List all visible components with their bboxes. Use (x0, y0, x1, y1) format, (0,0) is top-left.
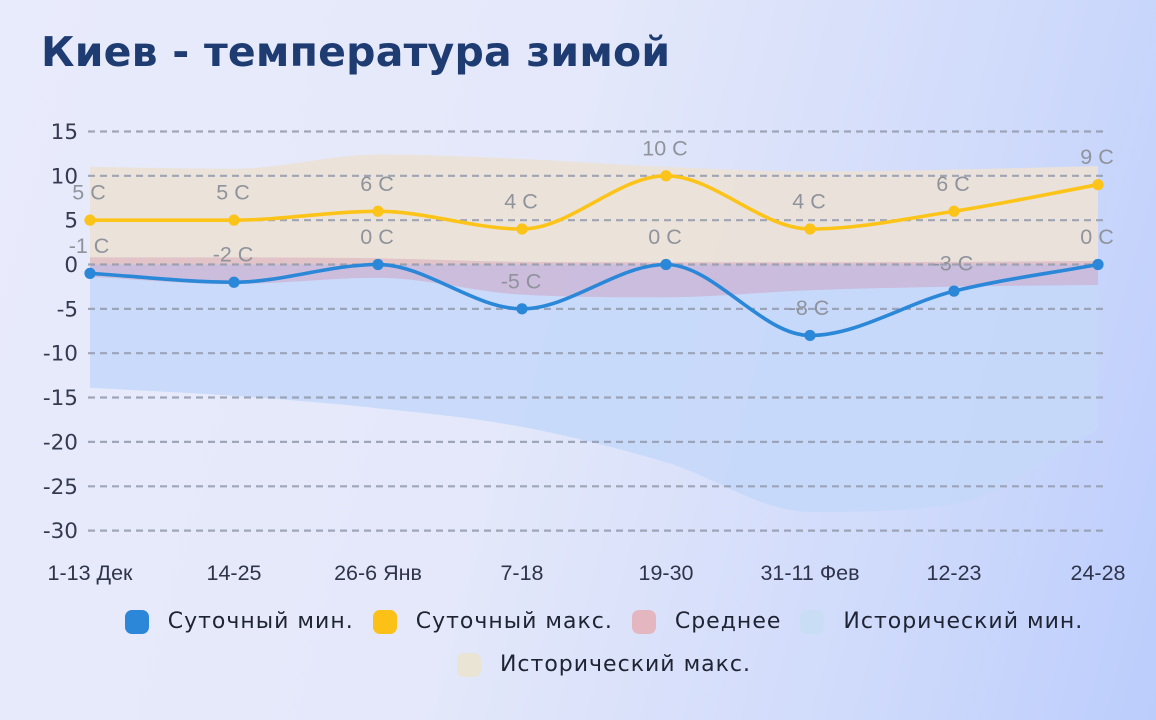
daily_min-point-label-2: 0 C (360, 225, 393, 249)
legend-item-исторический-макс-[interactable]: Исторический макс. (456, 652, 752, 677)
daily_max-point-5[interactable] (804, 223, 816, 235)
legend-swatch (372, 609, 397, 634)
y-axis-label--15: -15 (43, 386, 78, 411)
daily_min-point-5[interactable] (804, 329, 816, 342)
y-axis-label-0: 0 (64, 253, 78, 278)
legend-label: Исторический макс. (499, 652, 752, 677)
legend-swatch (800, 609, 825, 634)
legend-item-исторический-мин-[interactable]: Исторический мин. (800, 609, 1083, 634)
x-axis-label-5: 31-11 Фев (760, 561, 859, 585)
legend-row-1: Суточный мин. Суточный макс. Среднее Истори… (124, 609, 1084, 634)
legend-label: Исторический мин. (843, 609, 1084, 634)
legend-swatch (456, 652, 481, 677)
daily_max-point-4[interactable] (660, 170, 672, 182)
legend-row-2: Исторический макс. (456, 652, 752, 677)
y-axis-label--25: -25 (43, 475, 78, 500)
daily_max-line[interactable] (88, 173, 1100, 231)
daily_max-point-0[interactable] (84, 214, 96, 226)
legend-item-суточный-макс-[interactable]: Суточный макс. (372, 609, 613, 634)
y-axis-label-10: 10 (51, 164, 78, 189)
daily_min-point-label-7: 0 C (1080, 225, 1113, 249)
legend-swatch (631, 609, 656, 634)
x-axis-label-7: 24-28 (1071, 561, 1126, 585)
daily_min-point-label-0: -1 C (69, 234, 110, 258)
y-axis-label--5: -5 (57, 297, 78, 322)
x-axis-label-0: 1-13 Дек (48, 561, 134, 585)
x-axis-label-1: 14-25 (207, 561, 262, 585)
daily_max-point-label-3: 4 C (504, 190, 537, 214)
daily_max-point-label-7: 9 C (1080, 145, 1113, 169)
daily_min-point-label-3: -5 C (501, 269, 542, 293)
daily_min-point-4[interactable] (660, 258, 672, 271)
chart-title: Киев - температура зимой (41, 28, 671, 76)
legend-label: Суточный мин. (167, 609, 354, 634)
chart-legend: Суточный мин. Суточный макс. Среднее Истори… (0, 609, 1156, 677)
daily_max-point-1[interactable] (228, 214, 240, 226)
x-axis-label-4: 19-30 (639, 561, 694, 585)
daily_min-point-2[interactable] (372, 258, 384, 271)
daily_max-point-label-0: 5 C (72, 181, 105, 205)
y-axis-label-5: 5 (64, 209, 78, 234)
legend-label: Суточный макс. (415, 609, 613, 634)
daily_min-point-label-4: 0 C (648, 225, 681, 249)
daily_max-point-2[interactable] (372, 205, 384, 217)
legend-item-среднее[interactable]: Среднее (631, 609, 782, 634)
daily_min-point-label-5: -8 C (789, 296, 830, 320)
daily_min-point-0[interactable] (84, 267, 96, 279)
x-axis-label-3: 7-18 (500, 561, 543, 585)
band-hist_min (90, 264, 1098, 512)
x-axis-label-6: 12-23 (927, 561, 982, 585)
x-axis-label-2: 26-6 Янв (334, 561, 422, 585)
legend-item-суточный-мин-[interactable]: Суточный мин. (124, 609, 354, 634)
daily_max-point-7[interactable] (1092, 179, 1104, 191)
y-axis-label--30: -30 (43, 519, 78, 544)
y-axis-label--10: -10 (43, 342, 78, 367)
daily_max-point-label-1: 5 C (216, 181, 249, 205)
daily_max-point-6[interactable] (948, 205, 960, 217)
daily_min-point-7[interactable] (1092, 258, 1104, 271)
legend-swatch (124, 609, 149, 634)
daily_min-point-label-1: -2 C (213, 243, 254, 267)
daily_min-point-label-6: -3 C (933, 252, 974, 276)
daily_max-point-label-5: 4 C (792, 190, 825, 214)
legend-label: Среднее (674, 609, 782, 634)
band-hist_max (90, 154, 1098, 265)
daily_max-point-label-2: 6 C (360, 172, 393, 196)
daily_min-point-6[interactable] (948, 285, 960, 297)
y-axis-label-15: 15 (51, 120, 78, 145)
y-axis-label--20: -20 (43, 430, 78, 455)
daily_min-point-1[interactable] (228, 276, 240, 288)
daily_min-line[interactable] (88, 262, 1100, 338)
daily_max-point-label-4: 10 C (642, 136, 687, 160)
daily_max-point-3[interactable] (516, 223, 528, 235)
daily_min-point-3[interactable] (516, 303, 528, 315)
daily_max-point-label-6: 6 C (936, 172, 969, 196)
